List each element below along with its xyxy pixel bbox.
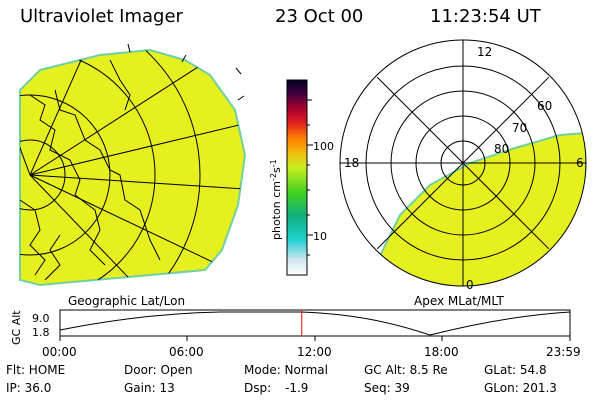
mlt-label-12: 12 — [477, 45, 492, 59]
alt-ytick-min: 1.8 — [32, 326, 50, 339]
image-date: 23 Oct 00 — [275, 6, 364, 27]
polar-grid — [339, 39, 587, 287]
mlat-label-60: 60 — [537, 99, 552, 113]
mlat-label-70: 70 — [512, 121, 527, 135]
altitude-plot: 9.0 1.8 GC Alt — [10, 309, 571, 345]
mlt-label-0: 0 — [466, 278, 474, 292]
geographic-panel-label: Geographic Lat/Lon — [68, 294, 186, 308]
info-gain: Gain: 13 — [124, 381, 175, 395]
apex-polar-plot: 12 18 6 0 60 70 80 — [339, 39, 587, 292]
mlat-label-80: 80 — [494, 142, 509, 156]
altitude-curve — [59, 311, 571, 336]
instrument-title: Ultraviolet Imager — [20, 6, 183, 27]
alt-xtick-1200: 12:00 — [297, 345, 332, 359]
info-dsp-label: Dsp: — [244, 381, 272, 395]
mlt-label-6: 6 — [576, 156, 584, 170]
geo-edge-ticks — [127, 43, 245, 101]
colorbar-tick-10: 10 — [313, 230, 327, 243]
apex-panel-label: Apex MLat/MLT — [414, 294, 504, 308]
info-flt: Flt: HOME — [6, 363, 66, 377]
info-glon: GLon: 201.3 — [484, 381, 557, 395]
info-dsp-value: -1.9 — [285, 381, 309, 395]
info-glat: GLat: 54.8 — [484, 363, 547, 377]
info-seq: Seq: 39 — [364, 381, 410, 395]
alt-ytick-max: 9.0 — [32, 312, 50, 325]
color-bar: 100 10 photon cm-2s-1 — [269, 79, 334, 276]
info-gc-alt: GC Alt: 8.5 Re — [364, 363, 448, 377]
alt-xtick-0000: 00:00 — [42, 345, 77, 359]
alt-xtick-2359: 23:59 — [546, 345, 581, 359]
image-time: 11:23:54 UT — [430, 6, 541, 27]
alt-xtick-0600: 06:00 — [169, 345, 204, 359]
info-mode: Mode: Normal — [244, 363, 328, 377]
mlt-label-18: 18 — [344, 156, 359, 170]
colorbar-tick-100: 100 — [313, 140, 334, 153]
alt-xtick-1800: 18:00 — [424, 345, 459, 359]
alt-ylabel: GC Alt — [10, 310, 23, 345]
info-door: Door: Open — [124, 363, 193, 377]
colorbar-unit-label: photon cm-2s-1 — [269, 159, 283, 240]
info-ip: IP: 36.0 — [6, 381, 52, 395]
